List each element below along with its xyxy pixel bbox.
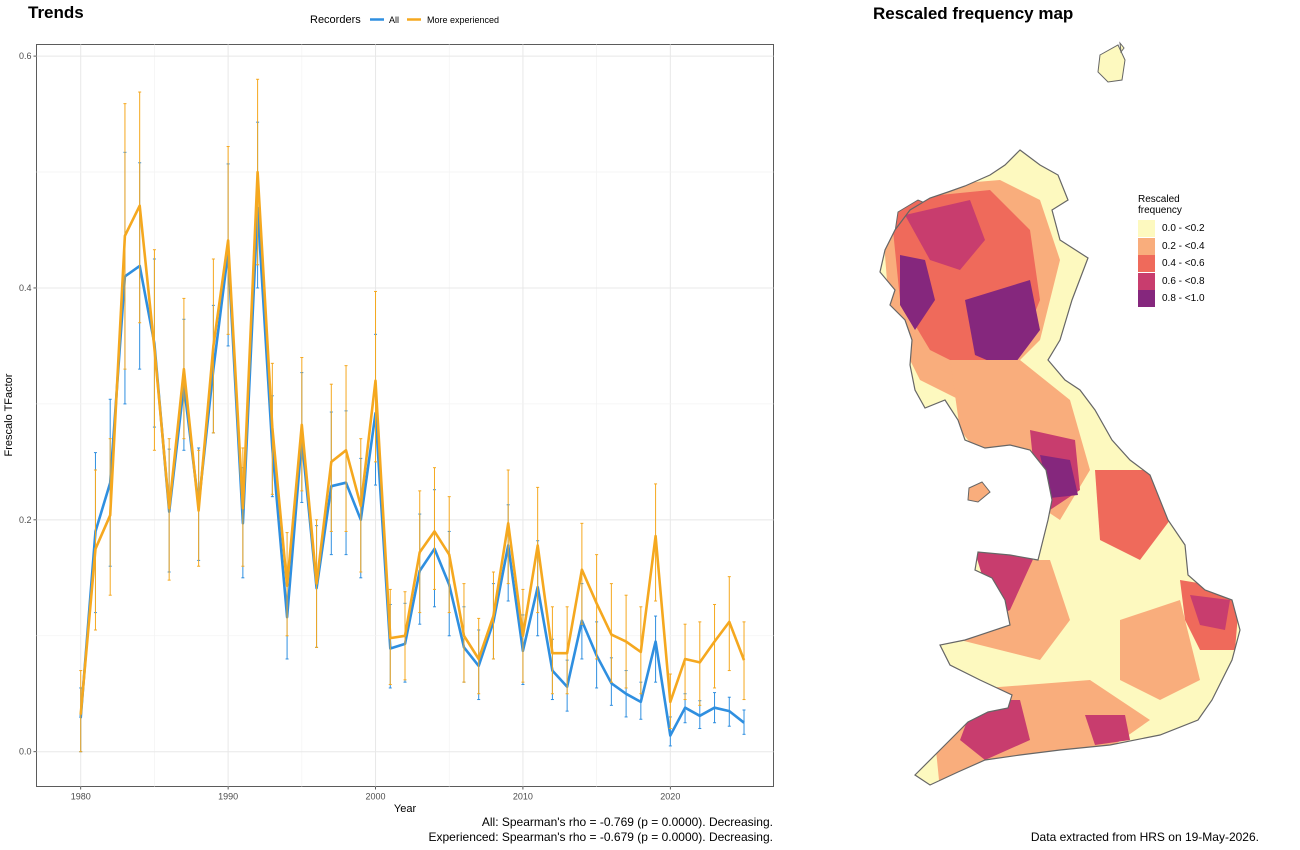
legend-swatch: [1138, 220, 1155, 238]
legend-swatch: [1138, 272, 1155, 290]
legend-item: 0.6 - <0.8: [1138, 272, 1205, 291]
y-tick-label: 0.4: [19, 283, 32, 293]
x-tick-label: 1980: [71, 792, 91, 802]
legend-label-all: All: [389, 15, 399, 25]
x-tick-label: 1990: [218, 792, 238, 802]
map-legend: Rescaled frequency 0.0 - <0.2 0.2 - <0.4 0…: [1138, 194, 1205, 308]
x-tick-label: 2020: [660, 792, 680, 802]
x-tick-label: 2000: [366, 792, 386, 802]
map-title: Rescaled frequency map: [873, 4, 1074, 23]
y-tick-label: 0.0: [19, 747, 32, 757]
legend-label: 0.8 - <1.0: [1162, 293, 1205, 305]
x-axis: 1980 1990 2000 2010 2020: [71, 786, 680, 802]
series-line: [79, 170, 746, 715]
legend-swatch: [1138, 290, 1155, 308]
legend-swatch: [1138, 237, 1155, 255]
legend-swatch: [1138, 255, 1155, 273]
legend-item: 0.2 - <0.4: [1138, 237, 1205, 256]
legend-item: 0.8 - <1.0: [1138, 290, 1205, 308]
map-coastline: [879, 149, 1241, 786]
legend-item: 0.4 - <0.6: [1138, 255, 1205, 273]
y-tick-label: 0.2: [19, 515, 32, 525]
trends-title: Trends: [28, 3, 84, 22]
legend-label-experienced: More experienced: [427, 15, 499, 25]
x-tick-label: 2010: [513, 792, 533, 802]
data-source-note: Data extracted from HRS on 19-May-2026.: [1030, 830, 1259, 844]
legend-label: 0.4 - <0.6: [1162, 258, 1205, 270]
map-legend-title: Rescaled frequency: [1138, 194, 1205, 216]
y-axis: 0.0 0.2 0.4 0.6: [19, 51, 37, 757]
legend-label: 0.6 - <0.8: [1162, 275, 1205, 287]
stats-experienced: Experienced: Spearman's rho = -0.679 (p …: [428, 830, 774, 844]
legend-label: 0.2 - <0.4: [1162, 240, 1205, 252]
legend-item: 0.0 - <0.2: [1138, 220, 1205, 238]
map-legend-title-line1: Rescaled: [1138, 194, 1180, 205]
y-tick-label: 0.6: [19, 51, 32, 61]
legend-title: Recorders: [310, 14, 361, 26]
y-axis-label: Frescalo TFactor: [3, 373, 15, 456]
series-layer: [79, 78, 746, 753]
series-more-experienced: [79, 78, 746, 753]
series-legend: Recorders All More experienced: [310, 14, 499, 26]
x-axis-label: Year: [394, 803, 417, 815]
legend-label: 0.0 - <0.2: [1162, 223, 1205, 235]
trends-chart: 0.0 0.2 0.4 0.6 1980 1990 2000 2010 2020 Year F…: [3, 14, 774, 815]
map-legend-rows: 0.0 - <0.2 0.2 - <0.4 0.4 - <0.6 0.6 - <0.8…: [1138, 220, 1205, 308]
stats-all: All: Spearman's rho = -0.769 (p = 0.0000…: [481, 815, 773, 829]
frequency-map: [879, 41, 1241, 786]
map-legend-title-line2: frequency: [1138, 205, 1182, 216]
